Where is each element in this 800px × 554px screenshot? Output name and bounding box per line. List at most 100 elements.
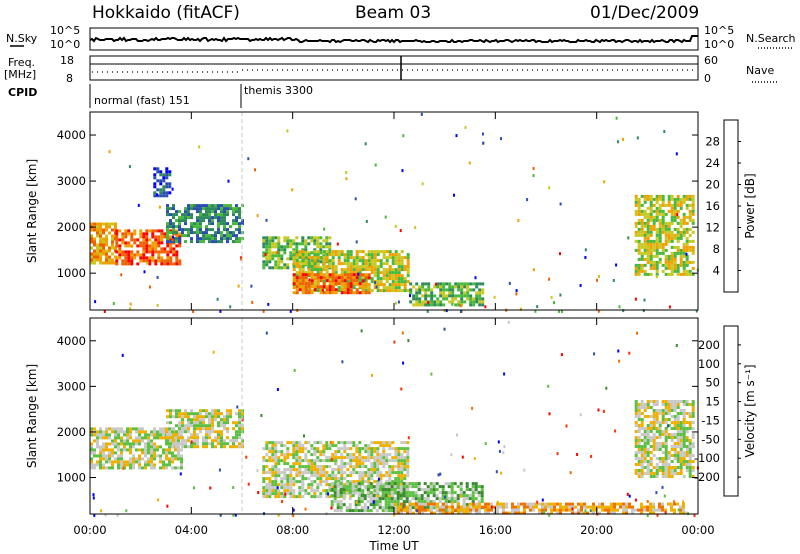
power-noise-cell — [172, 235, 174, 239]
velocity-data-cell — [132, 427, 135, 431]
velocity-data-cell — [348, 482, 352, 486]
velocity-data-cell — [682, 439, 686, 442]
velocity-data-cell — [316, 486, 320, 490]
velocity-data-cell — [340, 453, 344, 457]
velocity-data-cell — [172, 439, 175, 443]
power-colorbar-label: 8 — [713, 242, 720, 256]
power-data-cell — [640, 266, 644, 270]
power-data-cell — [205, 225, 208, 229]
velocity-data-cell — [685, 511, 688, 515]
velocity-data-cell — [235, 421, 238, 425]
velocity-data-cell — [390, 509, 394, 513]
power-noise-cell — [474, 276, 477, 280]
velocity-data-cell — [375, 488, 379, 492]
velocity-data-cell — [673, 472, 677, 475]
velocity-data-cell — [646, 400, 650, 403]
power-data-cell — [349, 285, 353, 289]
velocity-data-cell — [363, 503, 367, 507]
power-data-cell — [127, 262, 131, 266]
velocity-data-cell — [682, 400, 686, 403]
power-data-cell — [295, 274, 299, 278]
velocity-data-cell — [664, 418, 668, 421]
velocity-data-cell — [691, 427, 695, 430]
power-data-cell — [232, 222, 235, 226]
power-data-cell — [90, 240, 93, 244]
power-data-cell — [121, 235, 125, 239]
velocity-data-cell — [372, 494, 376, 498]
power-data-cell — [682, 200, 686, 204]
velocity-data-cell — [325, 480, 329, 484]
velocity-data-cell — [559, 502, 562, 506]
velocity-data-cell — [358, 453, 362, 457]
power-data-cell — [265, 254, 269, 258]
velocity-data-cell — [241, 442, 244, 446]
velocity-data-cell — [676, 454, 680, 457]
velocity-data-cell — [177, 451, 180, 455]
velocity-noise-cell — [523, 468, 526, 472]
power-data-cell — [370, 289, 374, 293]
freq-label: Freq. — [8, 56, 35, 69]
power-data-cell — [643, 233, 647, 237]
power-data-cell — [646, 212, 650, 216]
velocity-data-cell — [322, 489, 326, 493]
power-data-cell — [667, 221, 671, 225]
velocity-data-cell — [162, 451, 165, 455]
velocity-data-cell — [336, 506, 340, 510]
power-data-cell — [670, 209, 674, 213]
velocity-noise-cell — [571, 507, 574, 511]
velocity-data-cell — [352, 468, 356, 472]
velocity-data-cell — [432, 482, 436, 486]
power-data-cell — [178, 210, 181, 214]
power-data-cell — [655, 242, 659, 246]
power-data-cell — [142, 235, 146, 239]
power-data-cell — [460, 303, 464, 307]
power-data-cell — [102, 261, 105, 265]
velocity-data-cell — [393, 491, 397, 495]
power-data-cell — [361, 262, 365, 266]
velocity-data-cell — [358, 492, 362, 496]
velocity-data-cell — [420, 500, 424, 504]
velocity-noise-cell — [497, 440, 500, 444]
power-data-cell — [196, 219, 199, 223]
power-data-cell — [400, 265, 404, 269]
velocity-data-cell — [652, 502, 655, 506]
power-data-cell — [178, 259, 182, 263]
power-data-cell — [232, 210, 235, 214]
velocity-data-cell — [688, 472, 692, 475]
velocity-data-cell — [640, 475, 644, 478]
power-data-cell — [658, 227, 662, 231]
velocity-data-cell — [336, 509, 340, 513]
power-data-cell — [220, 240, 223, 244]
power-data-cell — [307, 280, 311, 284]
velocity-data-cell — [511, 502, 514, 506]
power-data-cell — [634, 203, 638, 207]
velocity-data-cell — [184, 445, 187, 449]
power-data-cell — [114, 222, 117, 226]
velocity-data-cell — [667, 502, 670, 506]
power-data-cell — [652, 224, 656, 228]
power-noise-cell — [130, 244, 133, 248]
power-noise-cell — [636, 136, 639, 140]
velocity-noise-cell — [122, 466, 125, 470]
velocity-data-cell — [298, 489, 302, 493]
velocity-data-cell — [223, 442, 226, 446]
velocity-data-cell — [354, 509, 358, 513]
power-data-cell — [208, 204, 211, 208]
velocity-ytick-label: 1000 — [57, 471, 86, 485]
velocity-data-cell — [679, 409, 683, 412]
velocity-data-cell — [438, 485, 442, 489]
velocity-data-cell — [175, 442, 178, 446]
power-data-cell — [96, 252, 99, 256]
velocity-data-cell — [583, 502, 586, 506]
power-noise-cell — [323, 227, 326, 231]
power-data-cell — [223, 216, 226, 220]
velocity-data-cell — [144, 454, 147, 458]
power-data-cell — [214, 204, 217, 208]
velocity-data-cell — [268, 495, 272, 499]
power-data-cell — [328, 276, 332, 280]
velocity-data-cell — [292, 453, 296, 457]
power-data-cell — [646, 257, 650, 261]
velocity-data-cell — [268, 471, 272, 475]
velocity-data-cell — [384, 494, 388, 498]
power-data-cell — [268, 251, 272, 255]
